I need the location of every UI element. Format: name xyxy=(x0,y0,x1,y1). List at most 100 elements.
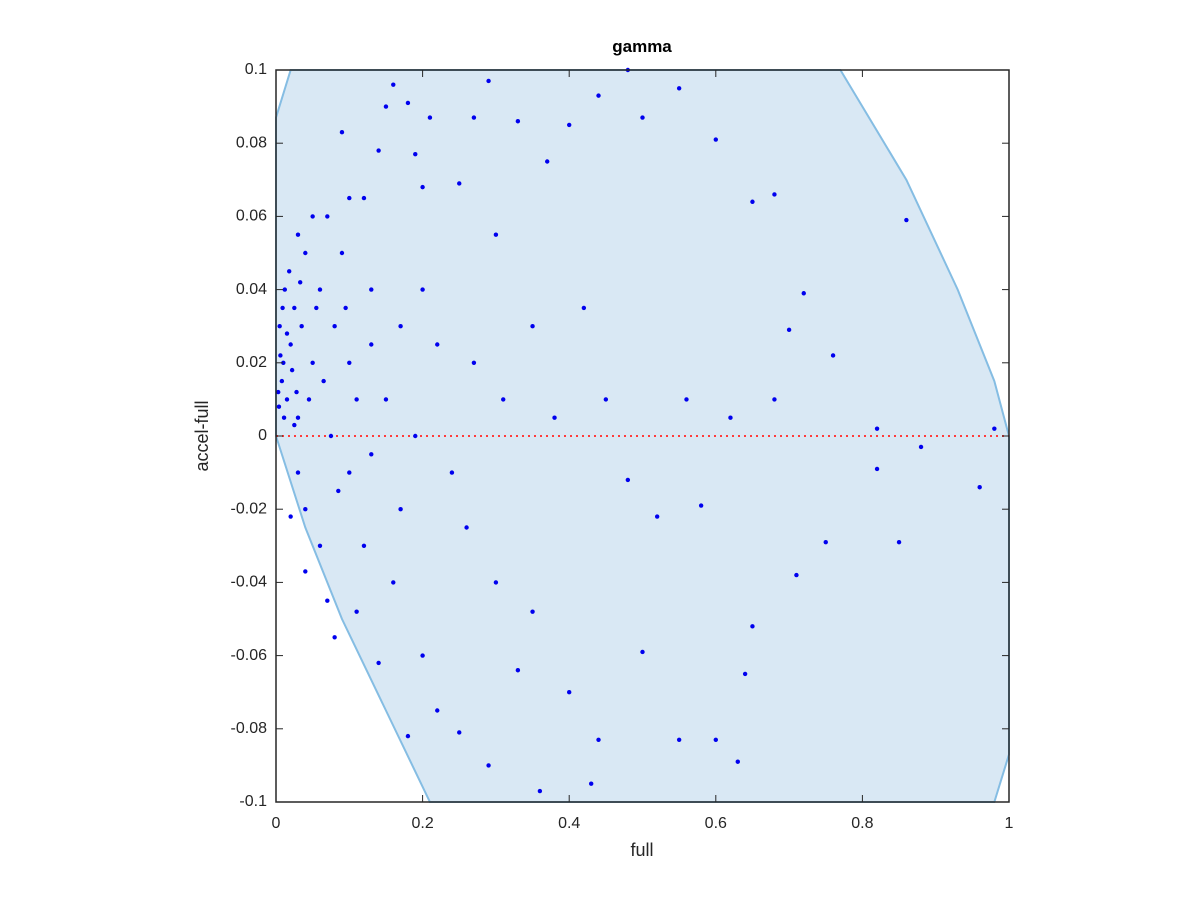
point xyxy=(336,488,341,494)
point xyxy=(292,422,297,428)
point xyxy=(295,232,301,237)
point xyxy=(376,148,381,153)
point xyxy=(640,649,645,655)
point xyxy=(772,192,777,197)
point xyxy=(376,660,381,666)
point xyxy=(486,78,491,84)
point xyxy=(457,730,462,735)
point xyxy=(713,137,718,142)
point xyxy=(383,104,389,109)
y-tick-label: 0.02 xyxy=(236,354,267,371)
point xyxy=(310,360,315,365)
point xyxy=(299,324,304,329)
point xyxy=(742,671,748,677)
point xyxy=(398,507,403,512)
point xyxy=(383,397,389,402)
point xyxy=(339,130,345,135)
point xyxy=(413,433,418,439)
point xyxy=(435,708,440,713)
point xyxy=(361,543,367,548)
point xyxy=(310,214,315,219)
y-tick-label: -0.02 xyxy=(231,500,268,517)
point xyxy=(295,470,301,475)
point xyxy=(303,250,308,256)
x-tick-label: 1 xyxy=(1005,815,1014,832)
point xyxy=(420,184,425,190)
point xyxy=(801,291,806,296)
point xyxy=(325,214,330,219)
point xyxy=(896,539,902,545)
point xyxy=(713,737,718,742)
point xyxy=(545,159,550,164)
point xyxy=(306,397,312,402)
point xyxy=(471,115,477,120)
y-tick-label: 0.06 xyxy=(236,208,267,225)
y-tick-label: 0.1 xyxy=(245,61,267,78)
point xyxy=(874,426,880,431)
point xyxy=(281,415,287,420)
point xyxy=(823,539,828,545)
point xyxy=(684,397,689,402)
point xyxy=(405,733,411,739)
point xyxy=(347,195,352,201)
x-tick-label: 0.8 xyxy=(851,815,873,832)
point xyxy=(354,397,359,402)
point xyxy=(288,514,293,519)
point xyxy=(588,781,594,786)
point xyxy=(449,470,455,475)
chart-title: gamma xyxy=(612,37,672,56)
point xyxy=(676,737,682,742)
point xyxy=(276,404,282,409)
point xyxy=(464,525,469,530)
point xyxy=(676,86,682,91)
point xyxy=(457,181,462,186)
point xyxy=(786,327,792,333)
point xyxy=(347,470,352,475)
point xyxy=(493,232,499,237)
point xyxy=(567,690,572,695)
point xyxy=(537,788,543,794)
point xyxy=(282,287,287,292)
y-tick-label: -0.06 xyxy=(231,647,268,664)
point xyxy=(486,763,491,768)
point xyxy=(493,580,499,585)
point xyxy=(328,433,334,439)
point xyxy=(515,668,521,673)
point xyxy=(354,609,359,614)
point xyxy=(735,759,740,764)
point xyxy=(332,324,337,329)
point xyxy=(640,115,645,120)
plot-area xyxy=(275,67,1010,803)
y-tick-label: 0.04 xyxy=(236,281,267,298)
point xyxy=(317,287,323,292)
point xyxy=(347,360,352,365)
point xyxy=(288,342,293,347)
point xyxy=(728,415,733,420)
point xyxy=(552,415,557,420)
point xyxy=(369,287,374,292)
point xyxy=(369,342,374,347)
point xyxy=(284,397,290,402)
point xyxy=(294,389,299,395)
point xyxy=(278,353,283,358)
point xyxy=(471,360,477,365)
x-tick-label: 0 xyxy=(272,815,281,832)
point xyxy=(289,367,295,373)
point xyxy=(369,452,374,457)
point xyxy=(530,324,535,329)
point xyxy=(750,624,755,629)
point xyxy=(284,331,290,336)
y-tick-label: -0.1 xyxy=(239,793,267,810)
x-tick-label: 0.6 xyxy=(705,815,727,832)
point xyxy=(413,151,418,157)
point xyxy=(918,444,924,450)
point xyxy=(398,324,403,329)
point xyxy=(596,93,601,98)
point xyxy=(530,609,535,614)
point xyxy=(625,477,631,483)
point xyxy=(427,115,433,120)
point xyxy=(391,580,396,585)
point xyxy=(698,503,704,508)
